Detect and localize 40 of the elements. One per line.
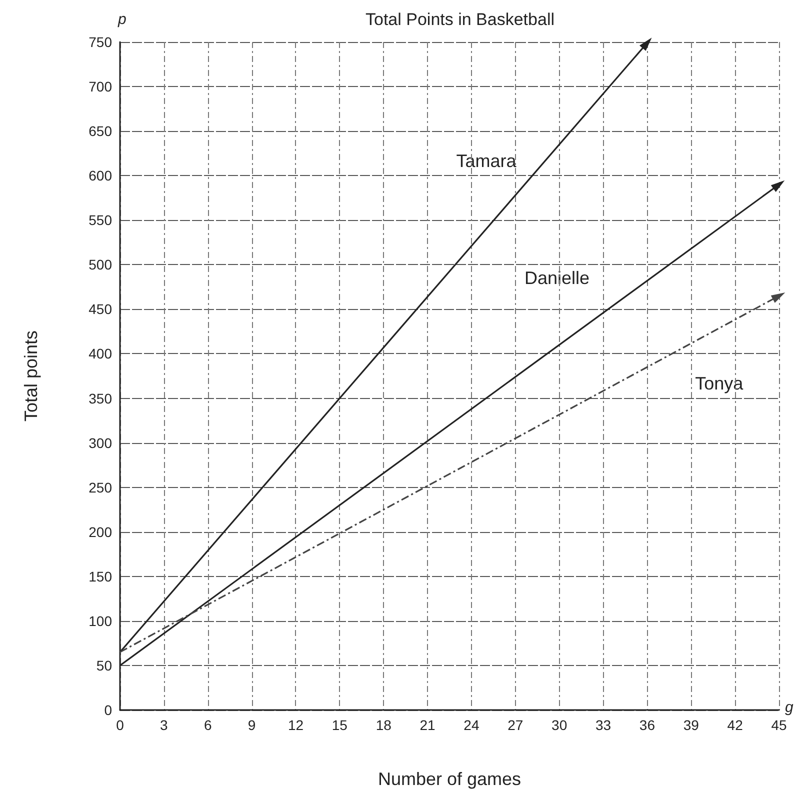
x-tick-label: 15 <box>332 717 348 733</box>
x-tick-label: 33 <box>595 717 612 733</box>
x-tick-label: 6 <box>204 717 212 733</box>
y-tick-label: 700 <box>88 78 112 95</box>
y-tick-label: 200 <box>88 524 112 540</box>
x-tick-label: 3 <box>160 717 168 733</box>
y-tick-label: 0 <box>104 702 112 718</box>
y-tick-label: 500 <box>88 256 112 273</box>
x-tick-label: 30 <box>552 717 568 733</box>
y-axis-title: Total points <box>21 330 41 422</box>
series-label: Danielle <box>524 268 590 288</box>
x-tick-label: 9 <box>248 717 256 733</box>
x-tick-label: 24 <box>464 717 480 733</box>
series-label: Tamara <box>456 150 518 171</box>
y-tick-label: 750 <box>88 34 112 50</box>
x-tick-label: 18 <box>376 717 392 733</box>
y-tick-label: 600 <box>88 168 112 184</box>
y-tick-label: 650 <box>88 123 112 140</box>
x-tick-label: 12 <box>288 717 304 733</box>
x-tick-label: 27 <box>508 717 524 733</box>
x-tick-label: 39 <box>683 717 700 733</box>
y-tick-label: 50 <box>96 657 112 674</box>
y-tick-label: 250 <box>88 479 112 496</box>
x-tick-label: 21 <box>420 717 436 733</box>
y-tick-label: 400 <box>88 346 112 362</box>
y-tick-label: 450 <box>88 301 112 318</box>
y-tick-label: 350 <box>88 390 112 406</box>
y-tick-label: 150 <box>88 568 112 584</box>
y-tick-label: 550 <box>88 212 112 228</box>
x-tick-label: 45 <box>771 717 787 733</box>
chart-title: Total Points in Basketball <box>366 10 554 29</box>
x-tick-label: 0 <box>116 717 124 733</box>
series-label: Tonya <box>695 373 744 394</box>
x-tick-label: 36 <box>639 717 656 733</box>
x-axis-title: Number of games <box>378 769 522 789</box>
y-tick-label: 100 <box>88 612 112 629</box>
text: g <box>785 699 794 716</box>
x-tick-label: 42 <box>727 717 744 733</box>
text: p <box>117 11 126 28</box>
y-tick-label: 300 <box>88 434 112 451</box>
